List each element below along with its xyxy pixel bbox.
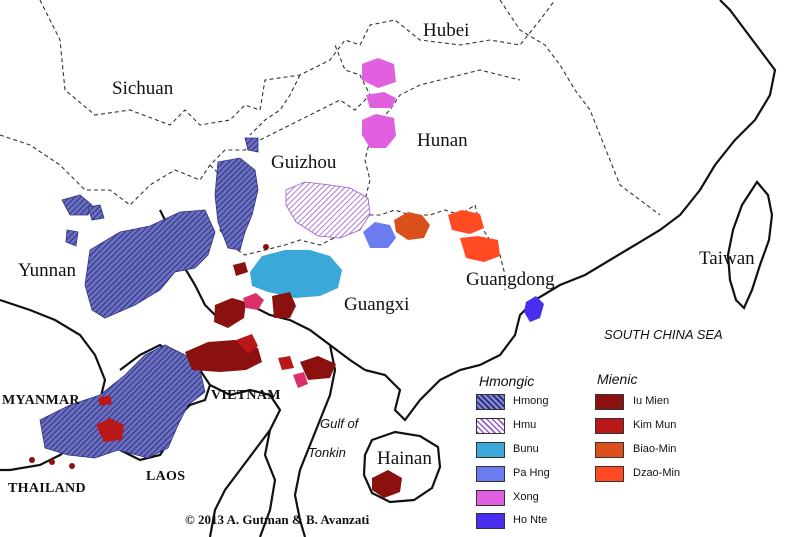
- kim-mun-regions: [96, 334, 294, 442]
- legend-label-ho-nte: Ho Nte: [513, 514, 548, 526]
- legend-label-iu-mien: Iu Mien: [633, 395, 670, 407]
- legend-swatch-ho-nte: [476, 513, 505, 529]
- dzao-min-regions: [448, 210, 500, 262]
- hmu-region: [285, 181, 371, 239]
- legend-swatch-pa-hng: [476, 466, 505, 482]
- label-vietnam: VIETNAM: [211, 388, 281, 403]
- label-gulf-line2: Tonkin: [308, 445, 346, 460]
- legend-hmongic-title: Hmongic: [479, 373, 535, 389]
- legend-swatch-hmong: [476, 394, 505, 410]
- legend-swatch-hmu: [476, 418, 505, 434]
- legend-swatch-iu-mien: [595, 394, 624, 410]
- label-south-china-sea: SOUTH CHINA SEA: [604, 327, 723, 342]
- legend-label-pa-hng: Pa Hng: [513, 467, 550, 479]
- legend-label-biao-min: Biao-Min: [633, 443, 677, 455]
- pink-regions: [243, 293, 308, 388]
- legend-label-hmu: Hmu: [513, 419, 537, 431]
- label-guangdong: Guangdong: [466, 269, 555, 290]
- label-hunan: Hunan: [417, 130, 468, 151]
- label-yunnan: Yunnan: [18, 260, 77, 281]
- label-laos: LAOS: [146, 469, 186, 484]
- legend-swatch-kim-mun: [595, 418, 624, 434]
- label-guangxi: Guangxi: [344, 294, 410, 315]
- legend-swatch-xong: [476, 490, 505, 506]
- label-sichuan: Sichuan: [112, 78, 174, 99]
- credit-text: © 2013 A. Gutman & B. Avanzati: [185, 512, 370, 527]
- label-hainan: Hainan: [377, 448, 432, 469]
- hmong-regions: [39, 137, 259, 459]
- iu-mien-regions: [185, 262, 402, 498]
- legend-label-bunu: Bunu: [513, 443, 539, 455]
- xong-regions: [362, 58, 396, 148]
- label-guizhou: Guizhou: [271, 152, 337, 173]
- ho-nte-region: [524, 296, 544, 322]
- legend-label-xong: Xong: [513, 491, 539, 503]
- biao-min-region: [394, 212, 430, 240]
- bunu-region: [250, 250, 342, 298]
- label-thailand: THAILAND: [8, 481, 86, 496]
- legend-label-kim-mun: Kim Mun: [633, 419, 677, 431]
- label-gulf-line1: Gulf of: [320, 416, 359, 431]
- label-taiwan: Taiwan: [699, 248, 755, 269]
- pa-hng-region: [363, 222, 396, 248]
- legend-mienic-title: Mienic: [597, 371, 638, 387]
- legend-swatch-bunu: [476, 442, 505, 458]
- legend-swatch-dzao-min: [595, 466, 624, 482]
- label-hubei: Hubei: [423, 20, 470, 41]
- legend-label-dzao-min: Dzao-Min: [633, 467, 681, 479]
- legend-label-hmong: Hmong: [513, 395, 549, 407]
- small-mien-dots: [29, 244, 269, 469]
- legend-swatch-biao-min: [595, 442, 624, 458]
- label-myanmar: MYANMAR: [2, 393, 80, 408]
- taiwan-island: [726, 180, 774, 310]
